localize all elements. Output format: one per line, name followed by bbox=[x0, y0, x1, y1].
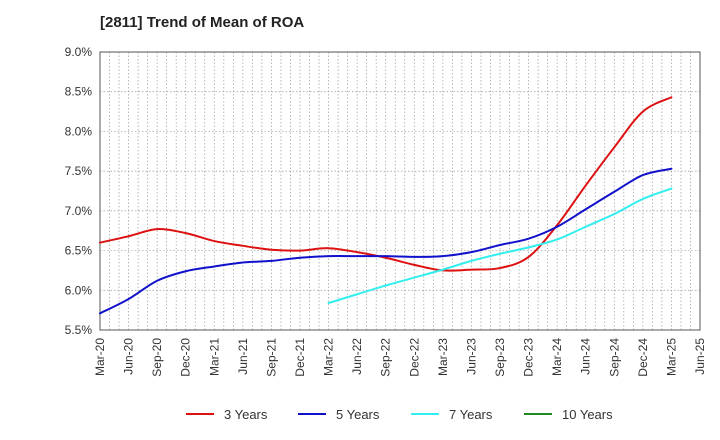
x-tick-label: Sep-24 bbox=[607, 338, 621, 377]
y-tick-label: 7.5% bbox=[65, 164, 93, 178]
x-tick-label: Dec-22 bbox=[407, 338, 421, 377]
legend-label-5-years: 5 Years bbox=[336, 407, 380, 422]
x-tick-label: Dec-24 bbox=[636, 338, 650, 377]
x-tick-label: Jun-20 bbox=[122, 338, 136, 375]
y-tick-label: 6.0% bbox=[65, 283, 93, 297]
y-tick-label: 6.5% bbox=[65, 244, 93, 258]
x-tick-label: Mar-22 bbox=[322, 338, 336, 376]
y-tick-label: 8.5% bbox=[65, 85, 93, 99]
plot-border bbox=[99, 51, 701, 331]
series-line-3-years bbox=[99, 96, 673, 272]
legend-label-3-years: 3 Years bbox=[224, 407, 268, 422]
x-tick-label: Dec-20 bbox=[179, 338, 193, 377]
x-tick-label: Mar-20 bbox=[93, 338, 107, 376]
x-tick-label: Mar-24 bbox=[550, 338, 564, 376]
x-tick-label: Jun-24 bbox=[579, 338, 593, 375]
y-tick-label: 9.0% bbox=[65, 45, 93, 59]
y-tick-label: 5.5% bbox=[65, 323, 93, 337]
x-tick-label: Dec-23 bbox=[522, 338, 536, 377]
x-tick-label: Jun-25 bbox=[693, 338, 707, 375]
plot-area bbox=[100, 52, 700, 330]
x-tick-label: Mar-23 bbox=[436, 338, 450, 376]
legend-label-7-years: 7 Years bbox=[449, 407, 493, 422]
legend-label-10-years: 10 Years bbox=[562, 407, 613, 422]
series-line-7-years bbox=[327, 187, 673, 304]
x-tick-label: Jun-22 bbox=[350, 338, 364, 375]
x-tick-label: Sep-21 bbox=[264, 338, 278, 377]
x-tick-label: Sep-23 bbox=[493, 338, 507, 377]
x-tick-label: Mar-21 bbox=[207, 338, 221, 376]
series-line-5-years bbox=[99, 167, 673, 315]
y-tick-label: 7.0% bbox=[65, 204, 93, 218]
x-tick-label: Dec-21 bbox=[293, 338, 307, 377]
x-tick-label: Jun-23 bbox=[464, 338, 478, 375]
x-tick-label: Jun-21 bbox=[236, 338, 250, 375]
chart-title: [2811] Trend of Mean of ROA bbox=[100, 14, 305, 31]
x-tick-label: Mar-25 bbox=[664, 338, 678, 376]
x-tick-label: Sep-20 bbox=[150, 338, 164, 377]
x-tick-label: Sep-22 bbox=[379, 338, 393, 377]
y-tick-label: 8.0% bbox=[65, 124, 93, 138]
